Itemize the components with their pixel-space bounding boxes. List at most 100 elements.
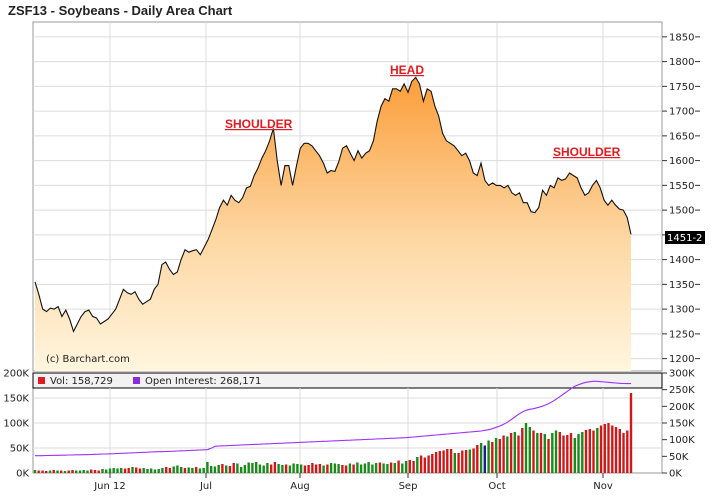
volume-bar [206,462,208,473]
volume-bar [113,468,115,473]
volume-bar [274,462,276,473]
volume-bar [56,471,58,474]
volume-bar [379,463,381,474]
volume-bar [514,432,516,473]
volume-bar [424,458,426,474]
volume-bar [536,433,538,473]
volume-bar [203,468,205,473]
volume-bar [472,449,474,474]
volume-bar [218,465,220,473]
volume-bar [341,465,343,473]
volume-bar [53,470,55,473]
volume-bar [75,471,77,474]
volume-bar [150,469,152,474]
volume-bar [229,466,231,473]
volume-bar [611,426,613,474]
x-tick-label: Jun 12 [93,481,126,492]
x-tick-label: Oct [488,481,505,492]
volume-bar [105,470,107,474]
volume-bar [615,427,617,473]
volume-bar [454,453,456,473]
volume-bar [431,454,433,473]
volume-bar [263,466,265,474]
annotation-head: HEAD [390,63,424,77]
volume-bar [128,468,130,473]
volume-legend-bar [33,373,662,388]
volume-bar [446,449,448,473]
volume-bar [45,471,47,473]
volume-bar [360,465,362,474]
volume-bar [562,436,564,474]
x-tick-label: Sep [399,481,418,492]
volume-bar [427,456,429,474]
x-tick-label: Nov [593,481,613,492]
volume-bar [124,469,126,474]
volume-bar [589,429,591,473]
volume-bar [499,439,501,473]
volume-bar [356,463,358,474]
volume-left-tick-label: 150K [3,394,29,405]
volume-bar [240,467,242,473]
volume-bar [367,462,369,473]
volume-bar [397,461,399,474]
volume-bar [225,466,227,474]
volume-bar [352,465,354,474]
volume-left-tick-label: 100K [3,419,29,430]
last-price-label: 1451-2 [667,233,702,244]
volume-bar [487,441,489,474]
volume-bar [60,471,62,474]
volume-bar [270,465,272,474]
volume-bar [394,463,396,473]
volume-bar [154,470,156,474]
volume-bar [173,467,175,474]
volume-bar [495,438,497,473]
volume-bar [330,463,332,473]
volume-legend-label: Vol: 158,729 [50,376,113,387]
open-interest-legend-label: Open Interest: 268,171 [145,376,261,387]
price-tick-label: 1850 [669,32,694,43]
volume-left-tick-label: 0K [16,469,29,480]
volume-bar [401,464,403,474]
volume-bar [281,465,283,473]
volume-bar [461,451,463,474]
volume-bar [420,456,422,474]
price-tick-label: 1400 [669,255,694,266]
volume-bar [405,461,407,473]
volume-bar [214,467,216,474]
volume-bar [79,471,81,474]
volume-bar [412,461,414,473]
volume-bar [266,463,268,473]
volume-bar [371,465,373,474]
volume-bar [465,450,467,473]
price-tick-label: 1600 [669,156,694,167]
volume-bar [285,465,287,474]
x-tick-label: Jul [199,481,212,492]
volume-bar [233,463,235,473]
volume-bar [259,465,261,474]
volume-bar [49,471,51,474]
volume-bar [544,434,546,473]
open-interest-legend-swatch [133,377,140,384]
volume-bar [236,464,238,474]
volume-bar [592,431,594,474]
volume-bar [532,431,534,474]
volume-bar [375,463,377,473]
volume-bar [307,465,309,473]
volume-bar [476,445,478,473]
volume-bar [251,463,253,473]
volume-bar [551,433,553,473]
volume-bar [255,462,257,473]
volume-bar [109,469,111,474]
volume-right-tick-label: 50K [669,452,689,463]
volume-bar [94,470,96,473]
volume-bar [577,434,579,473]
annotation-left-shoulder: SHOULDER [225,117,293,131]
volume-bar [510,433,512,473]
volume-bar [131,467,133,473]
credit-text: (c) Barchart.com [46,354,130,365]
volume-bar [161,468,163,473]
volume-bar [165,467,167,473]
volume-bar [604,424,606,473]
volume-bar [90,470,92,474]
price-tick-label: 1300 [669,305,694,316]
